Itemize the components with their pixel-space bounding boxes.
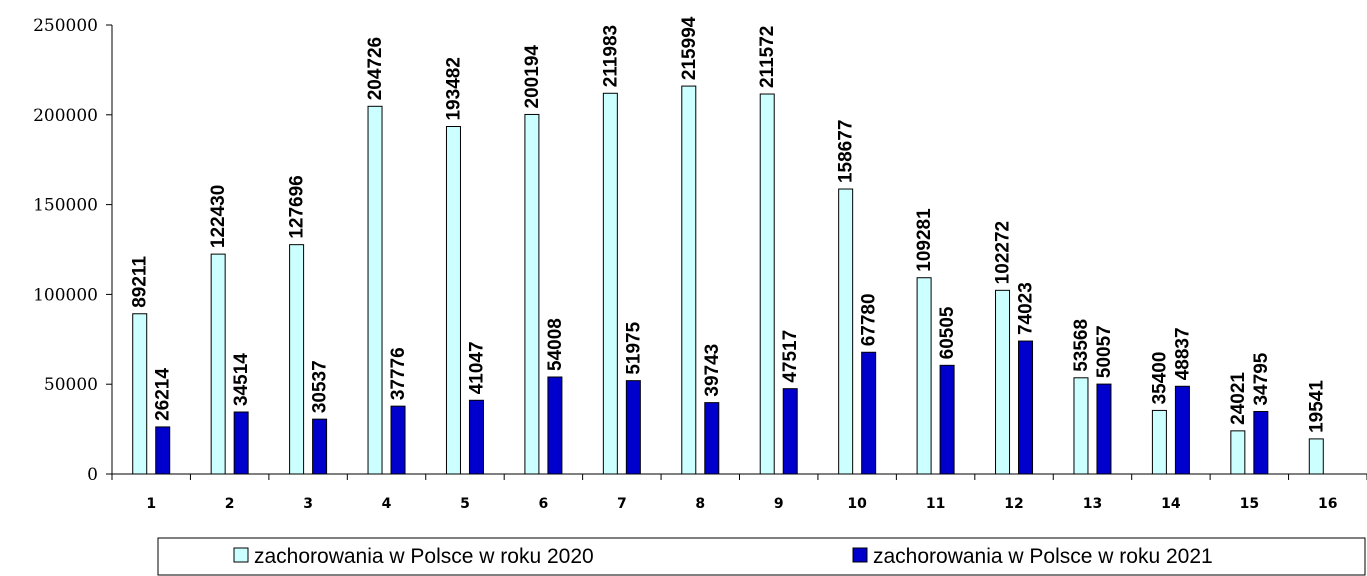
bar [681, 85, 697, 475]
y-tick-label: 50000 [44, 375, 98, 395]
bar [468, 399, 484, 475]
data-label: 50057 [1094, 325, 1115, 378]
data-label: 24021 [1228, 372, 1249, 425]
data-label: 122430 [208, 185, 229, 248]
data-label: 37776 [388, 347, 409, 400]
legend-swatch-2020 [233, 547, 249, 563]
bar [1253, 411, 1269, 475]
data-labels: 89211 26214 122430 34514 127696 30537 204726 37… [130, 16, 1328, 433]
x-tick-label: 8 [695, 496, 705, 512]
bar [1073, 377, 1089, 475]
data-label: 109281 [914, 208, 935, 272]
bar [1151, 409, 1167, 475]
y-tick-label: 250000 [33, 16, 98, 36]
data-label: 127696 [287, 175, 308, 238]
bar [1096, 383, 1112, 475]
x-tick-label: 13 [1083, 496, 1102, 512]
bar [916, 277, 932, 475]
data-label: 34514 [231, 353, 252, 406]
x-tick-label: 11 [926, 496, 945, 512]
bar [547, 376, 563, 475]
bar [861, 351, 877, 475]
bar [289, 244, 305, 475]
data-label: 215994 [679, 16, 700, 80]
legend-box [157, 537, 1366, 576]
data-label: 34795 [1251, 352, 1272, 405]
x-tick-label: 6 [539, 496, 549, 512]
data-label: 48837 [1172, 327, 1193, 380]
bar [1308, 438, 1324, 475]
bar [1174, 385, 1190, 475]
data-label: 158677 [836, 120, 857, 183]
data-label: 193482 [443, 57, 464, 120]
bar [155, 426, 171, 475]
data-label: 41047 [466, 341, 487, 394]
x-tick-label: 16 [1318, 496, 1337, 512]
x-tick-label: 15 [1240, 496, 1259, 512]
data-label: 200194 [522, 45, 543, 109]
bar [367, 105, 383, 475]
data-label: 35400 [1149, 352, 1170, 405]
y-tick-label: 0 [87, 465, 98, 485]
bar [782, 388, 798, 475]
data-label: 53568 [1071, 319, 1092, 372]
legend: zachorowania w Polsce w roku 2020 zachor… [157, 537, 1366, 576]
data-label: 74023 [1016, 282, 1037, 335]
legend-label-2021: zachorowania w Polsce w roku 2021 [873, 545, 1213, 568]
bar [838, 188, 854, 475]
bar [390, 405, 406, 475]
bars [132, 85, 1324, 475]
x-tick-label: 2 [225, 496, 235, 512]
bar [995, 289, 1011, 475]
x-tick-label: 5 [460, 496, 470, 512]
data-label: 26214 [153, 368, 174, 421]
bar [210, 253, 226, 475]
legend-label-2020: zachorowania w Polsce w roku 2020 [254, 545, 594, 568]
x-tick-label: 7 [617, 496, 627, 512]
bar [233, 411, 249, 475]
data-label: 204726 [365, 37, 386, 100]
y-tick-label: 200000 [33, 106, 98, 126]
bar [1230, 430, 1246, 475]
x-tick-label: 14 [1161, 496, 1181, 512]
legend-swatch-2021 [852, 547, 868, 563]
bar [132, 313, 148, 475]
data-label: 102272 [993, 221, 1014, 284]
data-label: 211572 [757, 26, 778, 88]
data-label: 30537 [310, 360, 331, 413]
bar [312, 418, 328, 475]
bar [625, 380, 641, 475]
data-label: 211983 [600, 25, 621, 87]
x-tick-label: 1 [146, 496, 156, 512]
bar [1018, 340, 1034, 475]
x-tick-label: 10 [847, 496, 867, 512]
data-label: 89211 [130, 256, 151, 308]
bar [524, 113, 540, 475]
data-label: 39743 [702, 344, 723, 397]
bar [445, 126, 461, 475]
x-tick-label: 3 [303, 496, 313, 512]
data-label: 19541 [1306, 380, 1327, 433]
data-label: 60505 [937, 306, 958, 359]
data-label: 54008 [545, 318, 566, 371]
data-label: 51975 [623, 321, 644, 374]
bar [704, 402, 720, 475]
bar [939, 364, 955, 475]
x-tick-label: 12 [1004, 496, 1023, 512]
y-tick-label: 150000 [33, 196, 98, 216]
bar [602, 92, 618, 475]
x-tick-label: 4 [382, 496, 392, 512]
y-tick-label: 100000 [33, 285, 98, 305]
x-tick-label: 9 [774, 496, 784, 512]
bar [759, 93, 775, 475]
data-label: 67780 [859, 293, 880, 346]
data-label: 47517 [780, 330, 801, 383]
